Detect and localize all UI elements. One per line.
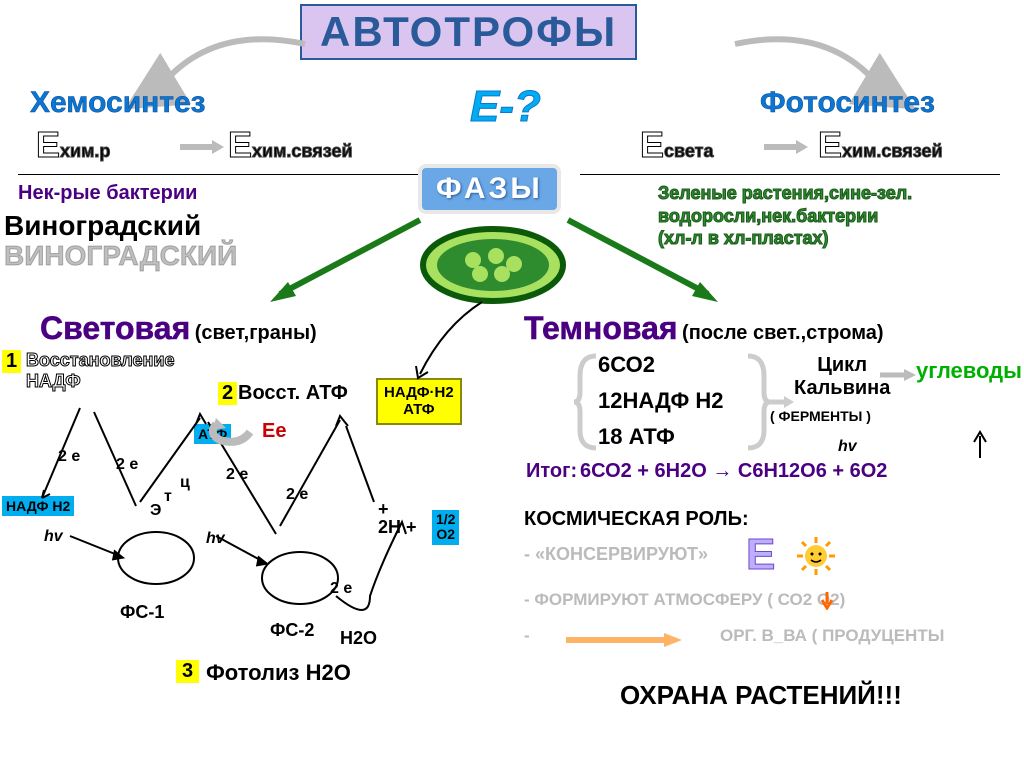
step1-number: 1 <box>2 350 21 373</box>
hr-left <box>18 174 418 175</box>
sun-icon <box>796 536 836 576</box>
dark-phase: Темновая <box>524 310 678 346</box>
hv-1: hv <box>44 528 63 546</box>
e4-sub: хим.связей <box>842 141 943 161</box>
step2-text: Восст. АТФ <box>238 382 348 405</box>
hv-3: hv <box>838 438 857 456</box>
carbohydrates: углеводы <box>916 358 1022 384</box>
etc-c: ц <box>180 474 190 492</box>
arrow-e1-e2 <box>178 138 226 156</box>
light-phase-sub: (свет,граны) <box>195 322 317 344</box>
equation: 6СО2 + 6Н2О → С6Н12О6 + 6О2 <box>580 460 887 483</box>
bracket-right <box>744 352 794 452</box>
arrow-cycle-carbo <box>878 368 918 382</box>
h2o-label: Н2О <box>340 628 377 649</box>
two-e-5: 2 е <box>330 580 352 598</box>
e-question: Е-? <box>470 82 541 132</box>
e3-sub: света <box>664 141 713 161</box>
two-e-3: 2 е <box>226 466 248 484</box>
title-box: АВТОТРОФЫ <box>300 4 637 60</box>
down-arrow-co2 <box>820 590 834 610</box>
hv-up-arrow <box>972 430 988 460</box>
e1: Е <box>36 124 60 165</box>
e3: Е <box>640 124 664 165</box>
curve-to-nadf <box>414 296 514 386</box>
step3-number: 3 <box>176 660 199 683</box>
arrow-e3-e4 <box>762 138 810 156</box>
fs1-label: ФС-1 <box>120 602 164 623</box>
etc-t: т <box>164 488 172 506</box>
green-arrow-right <box>558 212 728 312</box>
step1-text: Восстановление НАДФ <box>26 350 174 392</box>
green-arrow-left <box>260 212 430 312</box>
two-e-1: 2 е <box>58 448 80 466</box>
phases-box: ФАЗЫ <box>418 164 561 214</box>
two-e-4: 2 е <box>286 486 308 504</box>
hv-2: hv <box>206 530 225 548</box>
atmosphere-text: - ФОРМИРУЮТ АТМОСФЕРУ ( СО2 О2) <box>524 590 845 610</box>
step3-text: Фотолиз Н2О <box>206 660 351 686</box>
light-phase-heading: Световая (свет,граны) <box>40 310 317 347</box>
fs2-label: ФС-2 <box>270 620 314 641</box>
chloroplast-icon <box>418 224 568 306</box>
etc-e: Э <box>150 502 161 520</box>
dark-phase-heading: Темновая (после свет.,строма) <box>524 310 884 347</box>
light-phase: Световая <box>40 310 190 346</box>
e4: Е <box>818 124 842 165</box>
e2-sub: хим.связей <box>252 141 353 161</box>
e-chem-r: Ехим.р <box>36 124 110 166</box>
itog-label: Итог: <box>526 460 577 483</box>
bacteria-text: Нек-рые бактерии <box>18 182 197 205</box>
e2: Е <box>228 124 252 165</box>
title: АВТОТРОФЫ <box>320 8 617 55</box>
vinogradsky: Виноградский <box>4 210 201 242</box>
dark-phase-sub: (после свет.,строма) <box>682 322 884 344</box>
dark-r2: 12НАДФ Н2 <box>598 388 723 414</box>
step2-number: 2 <box>218 382 237 405</box>
phases-text: ФАЗЫ <box>436 172 543 205</box>
arrow-org <box>564 632 684 648</box>
bracket-left <box>572 352 600 452</box>
vinogradsky-faint: ВИНОГРАДСКИЙ <box>4 240 237 272</box>
e-chem-bond1: Ехим.связей <box>228 124 353 166</box>
e-light: Есвета <box>640 124 713 166</box>
calvin-cycle: Цикл Кальвина <box>794 354 890 400</box>
conserve-text: - «КОНСЕРВИРУЮТ» <box>524 544 708 565</box>
hr-right <box>580 174 1000 175</box>
two-h-plus: + 2Н + <box>378 500 417 536</box>
photo-heading: Фотосинтез <box>760 86 935 120</box>
dark-r1: 6СО2 <box>598 352 655 378</box>
e-chem-bond2: Ехим.связей <box>818 124 943 166</box>
plant-protection: ОХРАНА РАСТЕНИЙ!!! <box>620 680 902 711</box>
cosmic-role: КОСМИЧЕСКАЯ РОЛЬ: <box>524 508 749 531</box>
org-text: ОРГ. В_ВА ( ПРОДУЦЕНТЫ <box>720 626 944 646</box>
two-e-2: 2 е <box>116 456 138 474</box>
chemo-heading: Хемосинтез <box>30 86 206 120</box>
dark-r3: 18 АТФ <box>598 424 675 450</box>
dash: - <box>524 626 530 646</box>
e1-sub: хим.р <box>60 141 110 161</box>
big-e: Е <box>746 530 775 580</box>
